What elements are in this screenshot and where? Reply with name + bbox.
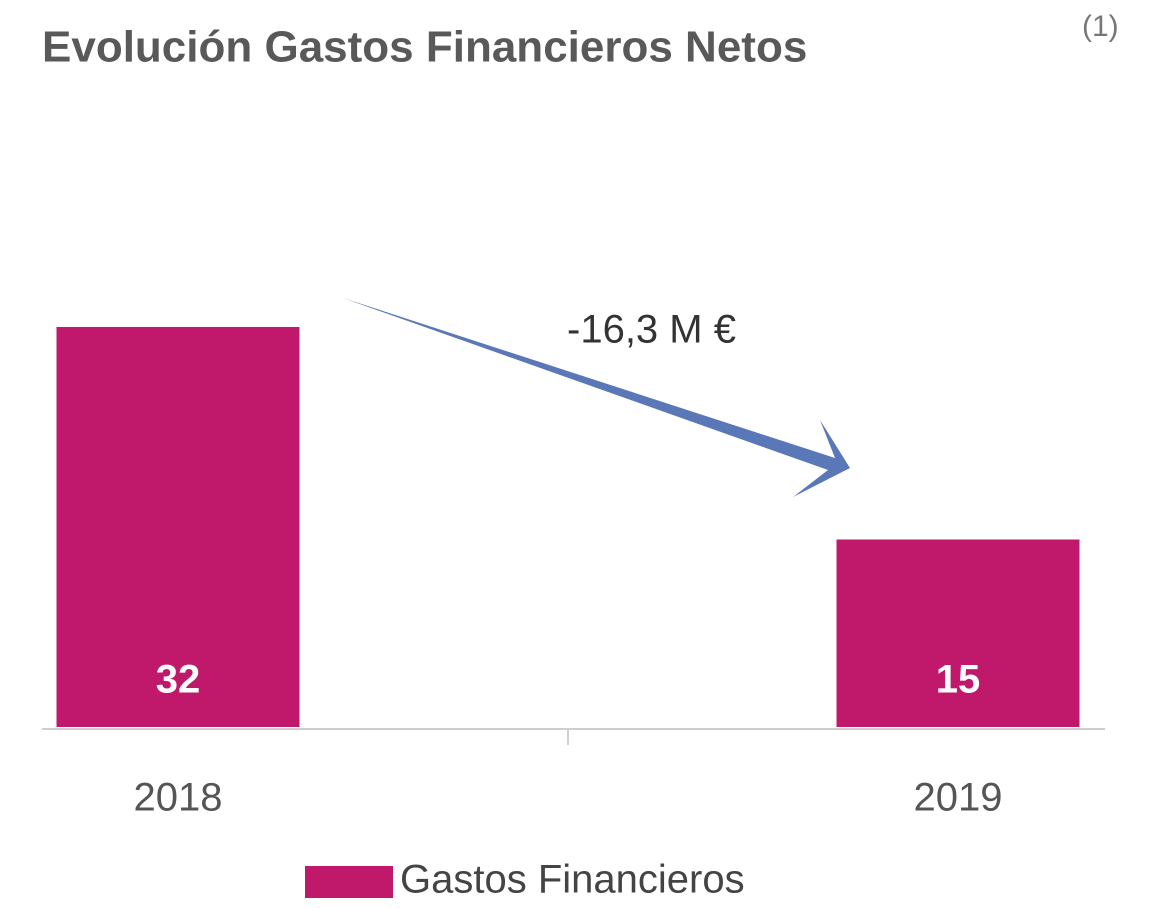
chart-title: Evolución Gastos Financieros Netos [42, 23, 807, 72]
bar [56, 327, 300, 727]
value-label: 15 [936, 658, 981, 702]
value-label: 32 [156, 658, 201, 702]
x-tick-label: 2019 [914, 776, 1003, 820]
x-tick-label: 2018 [134, 776, 223, 820]
legend-label: Gastos Financieros [400, 858, 745, 902]
bar [836, 539, 1080, 727]
title-note: (1) [1082, 10, 1119, 43]
legend-swatch [305, 866, 393, 898]
annotation: -16,3 M € [567, 308, 736, 352]
